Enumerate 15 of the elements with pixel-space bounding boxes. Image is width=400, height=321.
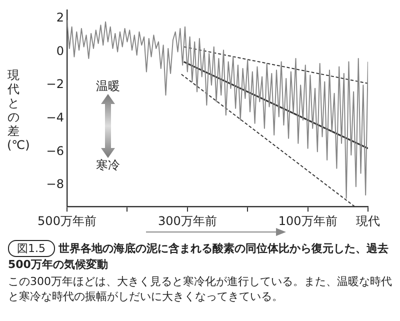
y-tick-label: −4 (46, 110, 64, 125)
x-tick-label: 現代 (356, 214, 380, 228)
annotation: 温暖 (96, 79, 120, 94)
y-tick-label: −8 (46, 177, 64, 192)
y-axis-title: 現代との差(℃) (7, 68, 30, 152)
y-tick-label: 2 (56, 10, 64, 25)
x-tick-label: 500万年前 (38, 214, 96, 228)
annotation: 寒冷 (96, 158, 120, 172)
x-tick-label: 300万年前 (158, 214, 217, 228)
y-tick-label: −6 (46, 144, 64, 158)
text: この300万年ほどは、大きく見ると寒冷化が進行している。また、温暖な時代と寒冷な時代の振幅がしだいに大きくなってきている。 (8, 274, 393, 304)
y-tick-label: 0 (56, 44, 64, 58)
caption: 図1.5 (8, 240, 54, 257)
y-tick-label: −2 (46, 77, 64, 92)
x-tick-label: 100万年前 (278, 214, 338, 228)
